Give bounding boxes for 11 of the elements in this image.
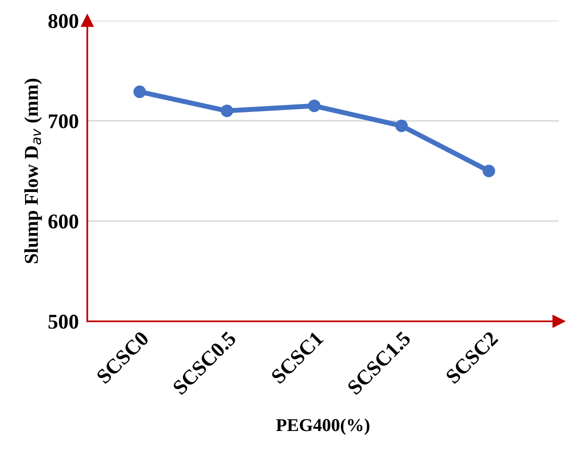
point — [308, 100, 321, 112]
y-tick-label: 700 — [48, 114, 78, 128]
y-axis-title: Slump Flow D$_{av}$ (mm) — [24, 78, 42, 264]
y-tick-label: 500 — [48, 314, 78, 329]
point — [395, 120, 408, 132]
point — [482, 164, 496, 178]
point — [133, 86, 146, 98]
y-tick-label: 600 — [48, 214, 78, 229]
y-tick-label: 800 — [48, 14, 78, 28]
x-axis-title: PEG400(%) — [276, 418, 370, 435]
point — [220, 104, 234, 118]
